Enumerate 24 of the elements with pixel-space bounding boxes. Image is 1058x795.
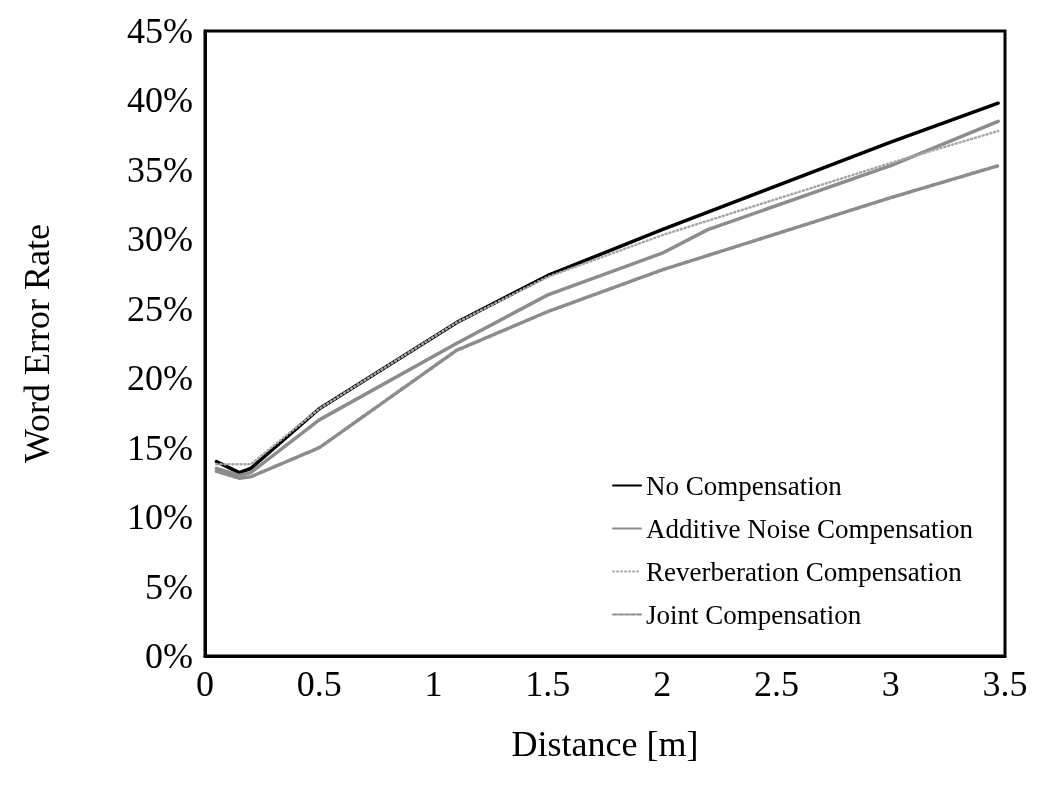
y-tick-label: 35% [127,149,193,190]
y-tick-label: 30% [127,219,193,260]
x-tick-label: 3 [881,664,900,704]
y-tick-label: 10% [127,497,193,538]
x-tick-label: 1 [424,664,443,704]
legend-label: No Compensation [646,470,843,501]
y-tick-label: 5% [145,566,193,607]
legend-label: Reverberation Compensation [646,556,963,587]
y-axis-title: Word Error Rate [17,223,57,464]
y-tick-label: 25% [127,288,193,329]
y-tick-label: 20% [127,358,193,399]
y-tick-label: 40% [127,80,193,121]
x-tick-label: 2 [653,664,672,704]
y-tick-label: 45% [127,11,193,51]
legend-label: Additive Noise Compensation [646,513,974,544]
legend-label: Joint Compensation [646,599,862,630]
x-tick-label: 3.5 [982,664,1028,704]
x-tick-label: 2.5 [753,664,799,704]
x-tick-label: 0 [196,664,214,704]
x-tick-label: 1.5 [525,664,571,704]
x-axis-title: Distance [m] [511,724,699,764]
y-tick-label: 15% [127,427,193,468]
y-tick-label: 0% [145,636,193,676]
x-tick-label: 0.5 [296,664,342,704]
